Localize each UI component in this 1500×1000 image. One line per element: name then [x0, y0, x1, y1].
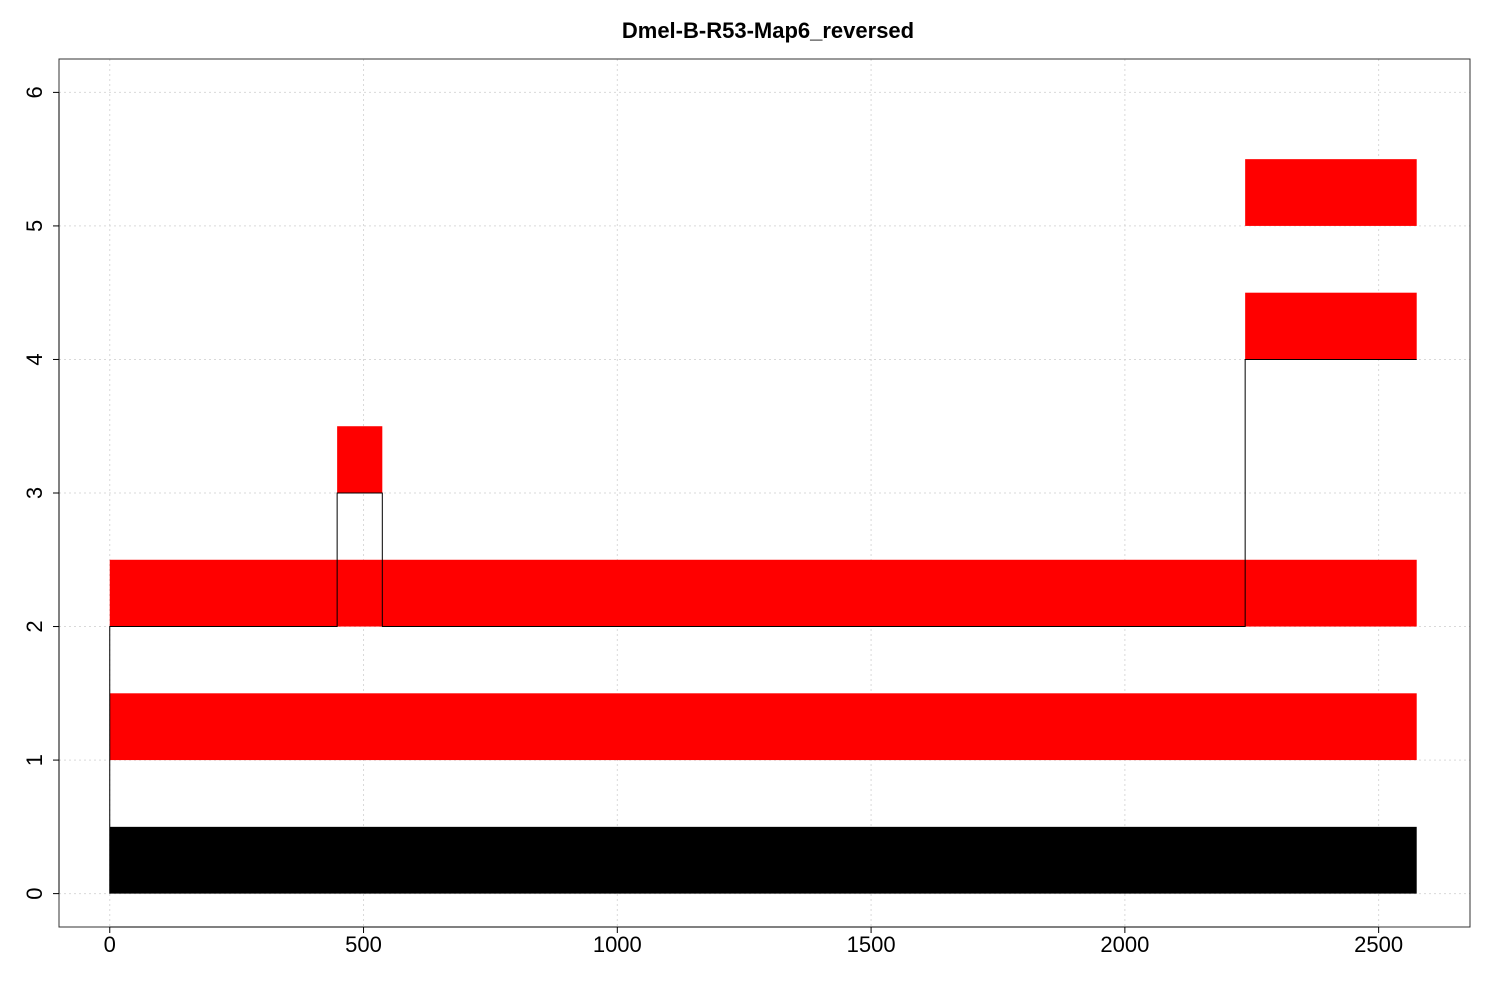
bar-segment-2	[109, 559, 1417, 627]
y-tick-label-5: 5	[22, 220, 47, 232]
bar-segment-5	[1245, 159, 1417, 226]
coverage-step	[109, 358, 1417, 894]
x-tick-label-0: 0	[104, 932, 116, 957]
bar-segment-3	[337, 426, 383, 493]
x-tick-label-2: 1000	[593, 932, 642, 957]
y-axis: 0 1 2 3 4 5 6	[22, 86, 60, 900]
y-tick-label-0: 0	[22, 887, 47, 899]
y-tick-label-2: 2	[22, 620, 47, 632]
x-axis: 0 500 1000 1500 2000 2500	[104, 926, 1403, 957]
y-tick-label-3: 3	[22, 487, 47, 499]
x-tick-label-5: 2500	[1354, 932, 1403, 957]
y-tick-label-1: 1	[22, 754, 47, 766]
y-tick-label-6: 6	[22, 86, 47, 98]
chart-title: Dmel-B-R53-Map6_reversed	[622, 18, 914, 43]
x-tick-label-3: 1500	[847, 932, 896, 957]
bar-segment-4	[1245, 292, 1417, 360]
bar-segment-0	[109, 826, 1417, 894]
coverage-step-line	[109, 358, 1417, 894]
x-tick-label-4: 2000	[1100, 932, 1149, 957]
bar-segment-1	[109, 693, 1417, 761]
x-tick-label-1: 500	[345, 932, 382, 957]
y-tick-label-4: 4	[22, 353, 47, 365]
plot-bars	[109, 159, 1417, 894]
